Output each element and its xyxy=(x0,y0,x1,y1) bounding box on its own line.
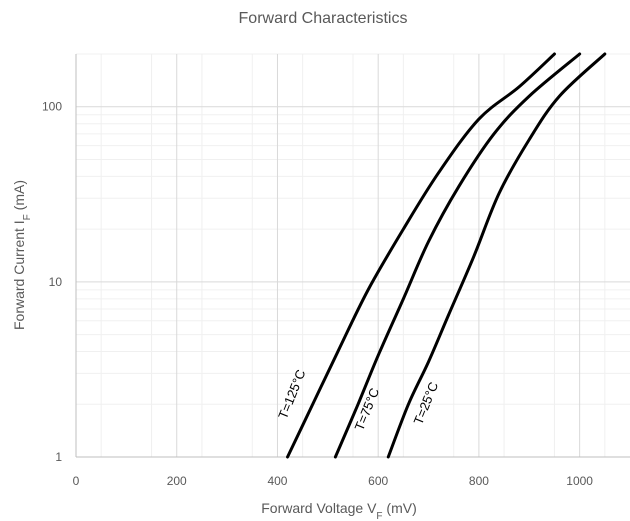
x-tick-label: 200 xyxy=(167,474,187,488)
x-tick-label: 600 xyxy=(368,474,388,488)
x-tick-label: 1000 xyxy=(566,474,593,488)
x-axis-title-subscript: F xyxy=(376,511,382,521)
y-tick-label: 10 xyxy=(49,275,63,289)
chart-title: Forward Characteristics xyxy=(239,10,408,27)
y-axis-title-prefix: Forward Current I xyxy=(11,220,27,330)
x-tick-label: 400 xyxy=(267,474,287,488)
curve-label-1: T=125°C xyxy=(275,367,308,421)
x-tick-label: 0 xyxy=(73,474,80,488)
x-axis-title-suffix: (mV) xyxy=(383,500,417,516)
y-tick-label: 100 xyxy=(42,100,62,114)
axis-layer xyxy=(75,54,630,458)
grid-layer xyxy=(75,53,630,458)
x-axis-title-prefix: Forward Voltage V xyxy=(261,500,377,516)
y-tick-label: 1 xyxy=(55,450,62,464)
y-axis-title-subscript: F xyxy=(22,214,33,220)
curve-layer xyxy=(286,52,607,459)
curve-line-1 xyxy=(286,52,556,459)
x-tick-label: 800 xyxy=(469,474,489,488)
curve-line-2 xyxy=(333,52,582,459)
y-axis-title-suffix: (mA) xyxy=(11,180,27,214)
y-axis-title: Forward Current IF (mA) xyxy=(11,180,33,330)
curve-line-3 xyxy=(386,52,607,459)
x-axis-title: Forward Voltage VF (mV) xyxy=(261,500,417,521)
